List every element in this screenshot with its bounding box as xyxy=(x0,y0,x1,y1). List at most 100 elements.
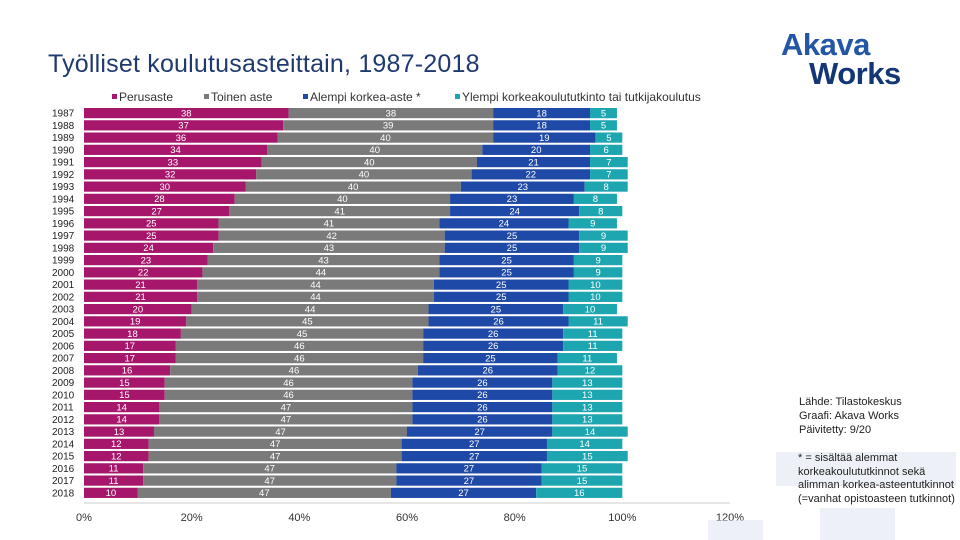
bar-segment xyxy=(267,144,483,155)
bar-segment xyxy=(175,353,424,364)
data-label: 24 xyxy=(509,206,520,217)
data-label: 12 xyxy=(111,439,122,450)
data-label: 15 xyxy=(577,464,588,475)
data-label: 9 xyxy=(590,219,595,230)
data-label: 38 xyxy=(386,108,397,119)
bar-segment xyxy=(153,426,407,437)
bar-segment xyxy=(84,279,198,290)
data-label: 40 xyxy=(359,170,370,181)
bar-segment xyxy=(590,108,617,119)
year-label: 2000 xyxy=(52,268,75,279)
bar-segment xyxy=(552,402,623,413)
data-label: 16 xyxy=(122,366,133,377)
year-label: 2010 xyxy=(52,390,75,401)
bar-segment xyxy=(84,255,208,266)
data-label: 26 xyxy=(477,378,488,389)
bar-segment xyxy=(84,426,154,437)
data-label: 13 xyxy=(114,427,125,438)
bar-segment xyxy=(197,291,434,302)
bar-segment xyxy=(84,377,165,388)
bar-segment xyxy=(191,304,429,315)
year-label: 1998 xyxy=(52,243,75,254)
updated-line: Päivitetty: 9/20 xyxy=(799,424,872,436)
data-label: 47 xyxy=(281,415,292,426)
bar-segment xyxy=(433,291,569,302)
data-label: 26 xyxy=(488,329,499,340)
bar-segment xyxy=(573,255,623,266)
data-label: 46 xyxy=(289,366,300,377)
bar-segment xyxy=(568,218,617,229)
x-tick-label: 40% xyxy=(288,512,310,524)
source-line: Lähde: Tilastokeskus xyxy=(799,396,902,408)
data-label: 11 xyxy=(109,464,119,475)
bar-segment xyxy=(450,206,580,217)
data-label: 41 xyxy=(324,219,335,230)
bar-segment xyxy=(439,267,574,278)
data-label: 11 xyxy=(588,329,598,340)
data-label: 8 xyxy=(598,206,603,217)
year-label: 1993 xyxy=(52,182,75,193)
data-label: 14 xyxy=(116,402,127,413)
data-label: 27 xyxy=(469,451,480,462)
bar-segment xyxy=(159,414,413,425)
year-label: 2001 xyxy=(52,280,75,291)
bar-segment xyxy=(288,108,494,119)
bar-segment xyxy=(84,193,235,204)
bar-segment xyxy=(428,316,569,327)
bar-segment xyxy=(590,144,623,155)
bar-segment xyxy=(482,144,591,155)
data-label: 5 xyxy=(601,121,606,132)
bar-segment xyxy=(84,487,138,498)
data-label: 25 xyxy=(501,268,512,279)
bar-segment xyxy=(412,402,553,413)
bar-segment xyxy=(401,438,547,449)
data-label: 25 xyxy=(485,353,496,364)
bar-segment xyxy=(590,169,628,180)
year-label: 2016 xyxy=(52,464,75,475)
data-label: 9 xyxy=(595,268,600,279)
year-label: 2009 xyxy=(52,378,75,389)
bar-segment xyxy=(170,365,418,376)
year-label: 2007 xyxy=(52,354,75,365)
bar-segment xyxy=(84,402,160,413)
year-label: 2011 xyxy=(52,403,74,414)
year-label: 1988 xyxy=(52,121,75,132)
bar-segment xyxy=(439,218,569,229)
footnote: * = sisältää alemmat korkeakoulututkinno… xyxy=(798,452,955,505)
year-label: 1992 xyxy=(52,170,75,181)
data-label: 26 xyxy=(482,366,493,377)
chart-title: Työlliset koulutusasteittain, 1987-2018 xyxy=(48,50,480,78)
bar-segment xyxy=(283,120,494,131)
data-label: 12 xyxy=(585,366,596,377)
bar-segment xyxy=(401,451,547,462)
bar-segment xyxy=(590,120,617,131)
data-label: 21 xyxy=(528,157,539,168)
data-label: 27 xyxy=(469,439,480,450)
data-label: 40 xyxy=(380,133,391,144)
x-tick-label: 60% xyxy=(396,512,418,524)
data-label: 10 xyxy=(590,292,601,303)
bar-segment xyxy=(84,169,257,180)
bar-segment xyxy=(568,316,628,327)
data-label: 44 xyxy=(316,268,327,279)
data-label: 17 xyxy=(124,341,135,352)
data-label: 41 xyxy=(334,206,345,217)
bar-segment xyxy=(584,181,628,192)
year-label: 2014 xyxy=(52,439,75,450)
bar-segment xyxy=(579,242,628,253)
data-label: 30 xyxy=(159,182,170,193)
data-label: 13 xyxy=(582,390,593,401)
decorative-block xyxy=(820,508,895,540)
data-label: 11 xyxy=(109,476,119,487)
bar-segment xyxy=(84,132,278,143)
bar-segment xyxy=(450,193,574,204)
data-label: 9 xyxy=(595,255,600,266)
bar-segment xyxy=(137,487,391,498)
data-label: 25 xyxy=(501,255,512,266)
data-label: 8 xyxy=(593,194,598,205)
bar-segment xyxy=(159,402,413,413)
year-label: 2004 xyxy=(52,317,75,328)
bar-segment xyxy=(476,157,591,168)
data-label: 15 xyxy=(582,451,593,462)
bar-segment xyxy=(552,426,628,437)
